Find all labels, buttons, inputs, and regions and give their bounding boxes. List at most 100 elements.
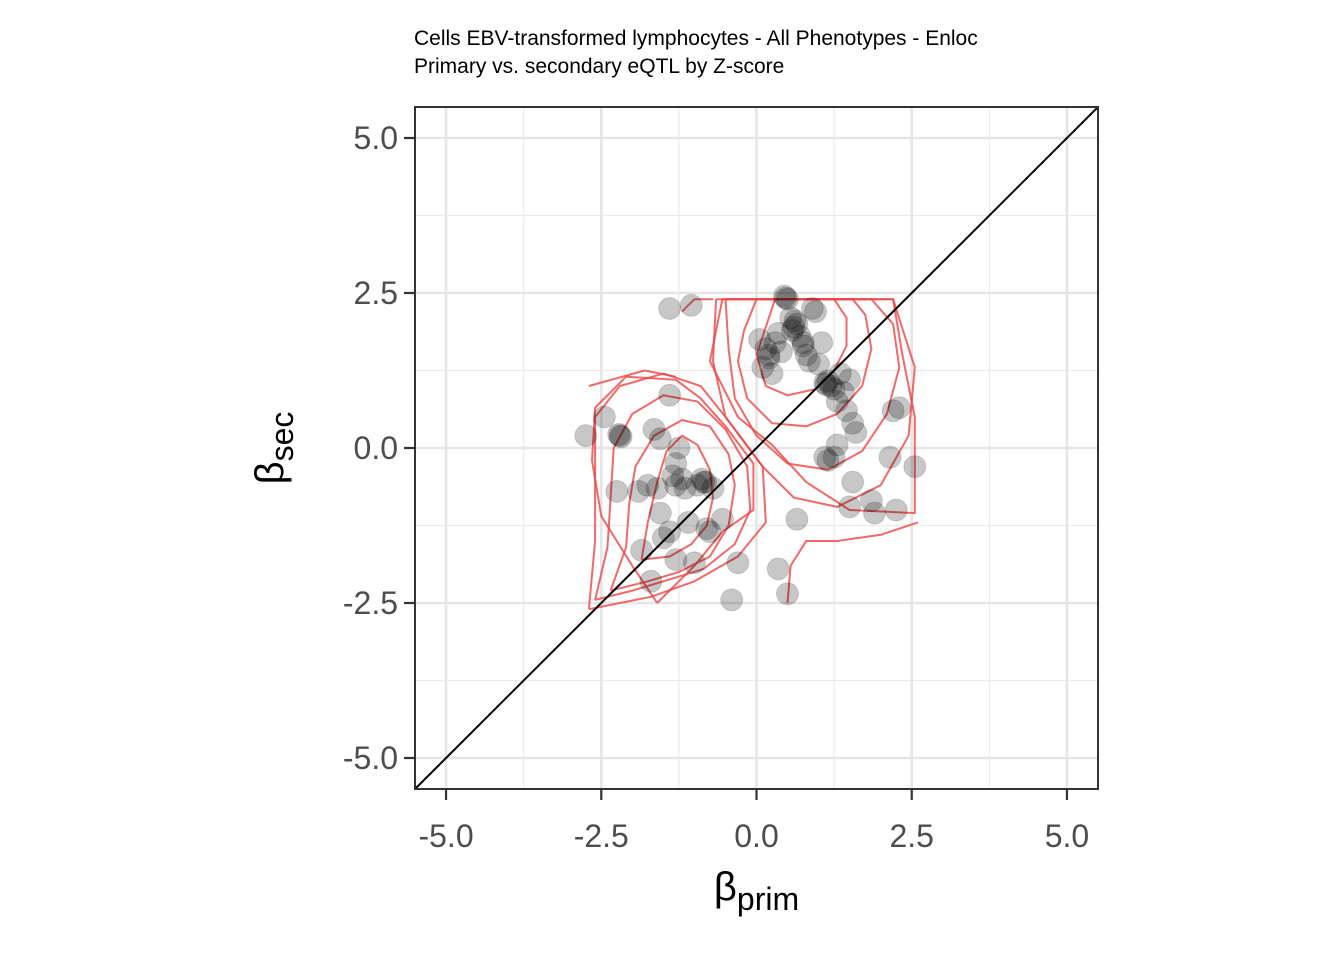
data-point (645, 476, 669, 500)
data-point (676, 510, 700, 534)
y-axis-subscript: sec (264, 412, 300, 462)
data-point (763, 331, 787, 355)
data-point (605, 479, 629, 503)
data-point (592, 405, 616, 429)
y-tick-label: -5.0 (343, 740, 398, 776)
data-point (710, 507, 734, 531)
data-point (881, 399, 905, 423)
data-point (863, 501, 886, 525)
y-axis-title: βsec (248, 412, 300, 485)
data-point (766, 321, 790, 345)
data-point (658, 383, 682, 407)
data-point (776, 287, 799, 311)
data-point (658, 520, 682, 544)
data-point (694, 470, 718, 494)
data-point (766, 557, 790, 581)
data-point (884, 498, 908, 522)
density-contour (708, 298, 916, 515)
data-point (781, 318, 804, 342)
data-point (816, 369, 840, 393)
data-point (825, 390, 849, 413)
chart-subtitle: Primary vs. secondary eQTL by Z-score (414, 55, 785, 78)
data-point (797, 349, 821, 373)
data-point (813, 445, 837, 469)
data-point (574, 424, 598, 448)
y-tick-label: 2.5 (354, 275, 398, 311)
data-point (651, 526, 675, 550)
data-point (828, 362, 852, 386)
data-point (720, 588, 744, 612)
data-point (772, 284, 796, 308)
data-point (887, 396, 911, 420)
axes: -5.0 -2.5 0.0 2.5 5.0 -5.0 -2.5 0.0 2.5 5.0 (343, 120, 1089, 854)
data-point (664, 452, 688, 475)
density-contour (588, 369, 676, 387)
density-contour (736, 298, 873, 428)
data-point (751, 355, 775, 379)
data-point (757, 346, 781, 370)
reference-line (414, 106, 1099, 790)
data-point (670, 467, 694, 491)
data-point (844, 421, 868, 444)
data-point (698, 520, 722, 544)
data-point (878, 445, 902, 469)
data-point (776, 582, 799, 606)
density-contour (590, 375, 755, 604)
density-contour (640, 434, 715, 561)
chart-title: Cells EBV-transformed lymphocytes - All … (414, 27, 978, 50)
data-point (648, 501, 672, 525)
y-tick-label: 5.0 (354, 120, 398, 156)
data-point (788, 324, 812, 348)
data-point (748, 328, 772, 351)
data-point (664, 473, 688, 497)
data-point (648, 427, 672, 451)
data-point (841, 411, 865, 435)
data-point (627, 479, 650, 503)
data-point (785, 312, 809, 336)
data-point (667, 436, 691, 460)
data-point (794, 343, 818, 367)
data-point (636, 473, 660, 497)
data-point (822, 377, 846, 401)
data-point (608, 424, 632, 448)
data-point (757, 343, 781, 367)
data-point (701, 476, 725, 500)
density-contour (594, 394, 752, 601)
data-point (804, 300, 827, 324)
data-point (810, 331, 834, 355)
data-point (903, 455, 927, 479)
data-point (791, 331, 815, 355)
data-point (816, 448, 840, 472)
reference-line-layer (414, 106, 1099, 790)
x-tick-label: -5.0 (418, 818, 473, 854)
data-point (726, 551, 750, 575)
data-point (835, 399, 858, 423)
data-point (754, 337, 778, 361)
data-point (642, 417, 666, 441)
x-axis-title: βprim (714, 865, 799, 917)
data-point (774, 286, 798, 310)
data-point (822, 445, 846, 469)
data-point (779, 306, 803, 330)
data-point (841, 470, 865, 494)
data-point (682, 551, 706, 575)
y-tick-label: -2.5 (343, 585, 398, 621)
data-point (769, 340, 793, 364)
data-point (692, 470, 716, 494)
density-contour (724, 298, 901, 471)
density-contour (786, 521, 919, 604)
x-axis-symbol: β (714, 865, 737, 909)
data-point (859, 489, 883, 513)
data-point (807, 352, 831, 376)
density-contour (681, 298, 713, 313)
data-point (664, 548, 688, 572)
data-point (783, 309, 807, 333)
data-point (690, 467, 714, 491)
data-point (686, 473, 709, 497)
density-contour (711, 298, 916, 508)
data-point (813, 371, 837, 395)
data-point (831, 380, 855, 404)
data-point (800, 297, 824, 320)
data-point (760, 362, 784, 386)
